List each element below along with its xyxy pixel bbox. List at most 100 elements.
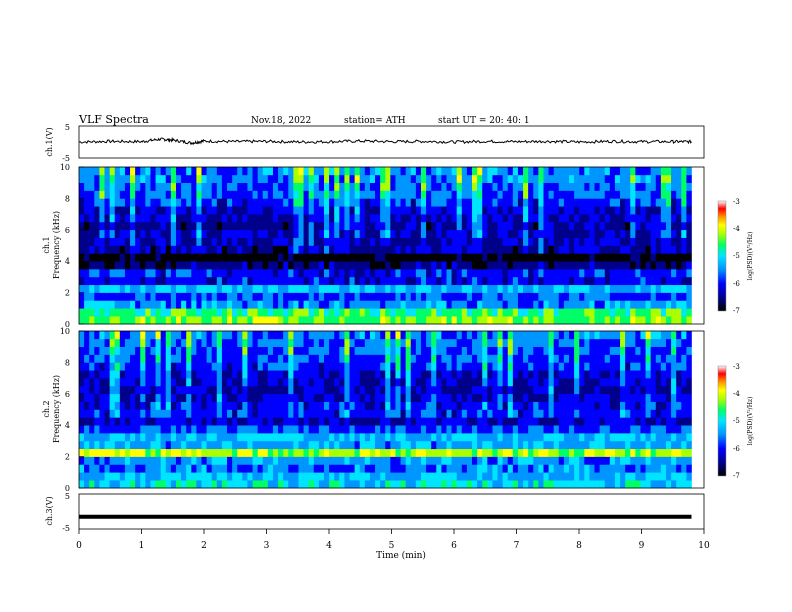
spectrogram-cell — [512, 433, 519, 442]
spectrogram-cell — [380, 284, 386, 293]
spectrogram-cell — [313, 237, 320, 246]
spectrogram-cell — [482, 362, 488, 371]
ch3-ylabel: ch.3(V) — [45, 496, 54, 525]
spectrogram-cell — [237, 190, 243, 199]
spectrogram-cell — [431, 182, 437, 191]
spectrogram-cell — [604, 464, 611, 473]
spectrogram-cell — [89, 269, 95, 278]
spectrogram-cell — [472, 448, 478, 457]
spectrogram-cell — [201, 198, 207, 207]
spectrogram-cell — [359, 198, 366, 207]
spectrogram-cell — [334, 472, 340, 481]
spectrogram-cell — [104, 456, 110, 465]
spectrogram-cell — [390, 456, 396, 465]
spectrogram-cell — [584, 370, 590, 379]
spectrogram-cell — [507, 190, 514, 199]
spectrogram-cell — [410, 167, 417, 176]
spectrogram-cell — [283, 338, 289, 347]
spectrogram-cell — [472, 245, 478, 254]
spectrogram-cell — [308, 284, 315, 293]
spectrogram-cell — [227, 338, 233, 347]
spectrogram-cell — [191, 221, 197, 231]
spectrogram-cell — [660, 308, 667, 317]
spectrogram-cell — [410, 362, 417, 371]
spectrogram-cell — [288, 229, 294, 238]
spectrogram-cell — [369, 198, 376, 207]
spectrogram-cell — [170, 409, 177, 418]
spectrogram-cell — [630, 385, 636, 395]
spectrogram-cell — [124, 245, 131, 254]
spectrogram-cell — [206, 174, 212, 183]
spectrogram-cell — [186, 237, 192, 246]
spectrogram-cell — [630, 245, 636, 254]
spectrogram-cell — [308, 448, 315, 457]
spectrogram-cell — [227, 229, 233, 238]
spectrogram-cell — [278, 346, 284, 355]
spectrogram-cell — [451, 245, 457, 254]
spectrogram-cell — [181, 393, 187, 402]
spectrogram-cell — [451, 346, 457, 355]
spectrogram-cell — [186, 229, 192, 238]
spectrogram-cell — [84, 393, 90, 402]
spectrogram-cell — [410, 448, 417, 457]
spectrogram-cell — [130, 269, 136, 278]
spectrogram-cell — [466, 354, 473, 363]
spectrogram-cell — [206, 480, 212, 489]
spectrogram-cell — [599, 409, 606, 418]
spectrogram-cell — [191, 370, 197, 379]
spectrogram-cell — [599, 198, 606, 207]
spectrogram-cell — [543, 221, 549, 231]
spectrogram-cell — [104, 276, 110, 286]
spectrogram-cell — [609, 409, 616, 418]
spectrogram-cell — [79, 206, 85, 215]
spectrogram-cell — [635, 409, 641, 418]
spectrogram-cell — [569, 354, 575, 363]
spectrogram-cell — [660, 417, 667, 426]
spectrogram-cell — [257, 245, 264, 254]
spectrogram-cell — [569, 385, 575, 395]
spectrogram-cell — [584, 245, 590, 254]
spectrogram-cell — [242, 190, 248, 199]
spectrogram-cell — [119, 370, 126, 379]
spectrogram-cell — [426, 378, 432, 387]
spectrogram-cell — [681, 206, 687, 215]
spectrogram-cell — [140, 433, 146, 442]
spectrogram-cell — [334, 417, 340, 426]
spectrogram-cell — [349, 433, 355, 442]
spectrogram-cell — [660, 464, 667, 473]
spectrogram-cell — [645, 385, 651, 395]
spectrogram-cell — [119, 237, 126, 246]
spectrogram-cell — [344, 401, 350, 410]
spectrogram-cell — [216, 417, 223, 426]
spectrogram-cell — [349, 472, 355, 481]
spectrogram-cell — [160, 198, 167, 207]
spectrogram-cell — [655, 261, 662, 270]
spectrogram-cell — [257, 440, 264, 450]
spectrogram-cell — [395, 190, 401, 199]
spectrogram-cell — [517, 182, 524, 191]
spectrogram-cell — [650, 284, 657, 293]
spectrogram-cell — [145, 464, 151, 473]
spectrogram-cell — [569, 370, 575, 379]
spectrogram-cell — [385, 261, 391, 270]
spectrogram-cell — [191, 378, 197, 387]
spectrogram-cell — [385, 346, 391, 355]
spectrogram-cell — [609, 378, 616, 387]
spectrogram-cell — [175, 409, 182, 418]
spectrogram-cell — [579, 182, 585, 191]
spectrogram-cell — [344, 417, 350, 426]
spectrogram-cell — [620, 385, 626, 395]
spectrogram-cell — [472, 480, 478, 489]
spectrogram-cell — [553, 253, 560, 262]
spectrogram-cell — [89, 385, 95, 395]
spectrogram-cell — [160, 346, 167, 355]
spectrogram-cell — [558, 362, 565, 371]
spectrogram-cell — [477, 362, 483, 371]
spectrogram-cell — [614, 198, 621, 207]
spectrogram-cell — [456, 221, 463, 231]
spectrogram-cell — [140, 300, 146, 309]
spectrogram-cell — [507, 276, 514, 286]
spectrogram-cell — [686, 448, 692, 457]
spectrogram-cell — [145, 276, 151, 286]
spectrogram-cell — [237, 480, 243, 489]
